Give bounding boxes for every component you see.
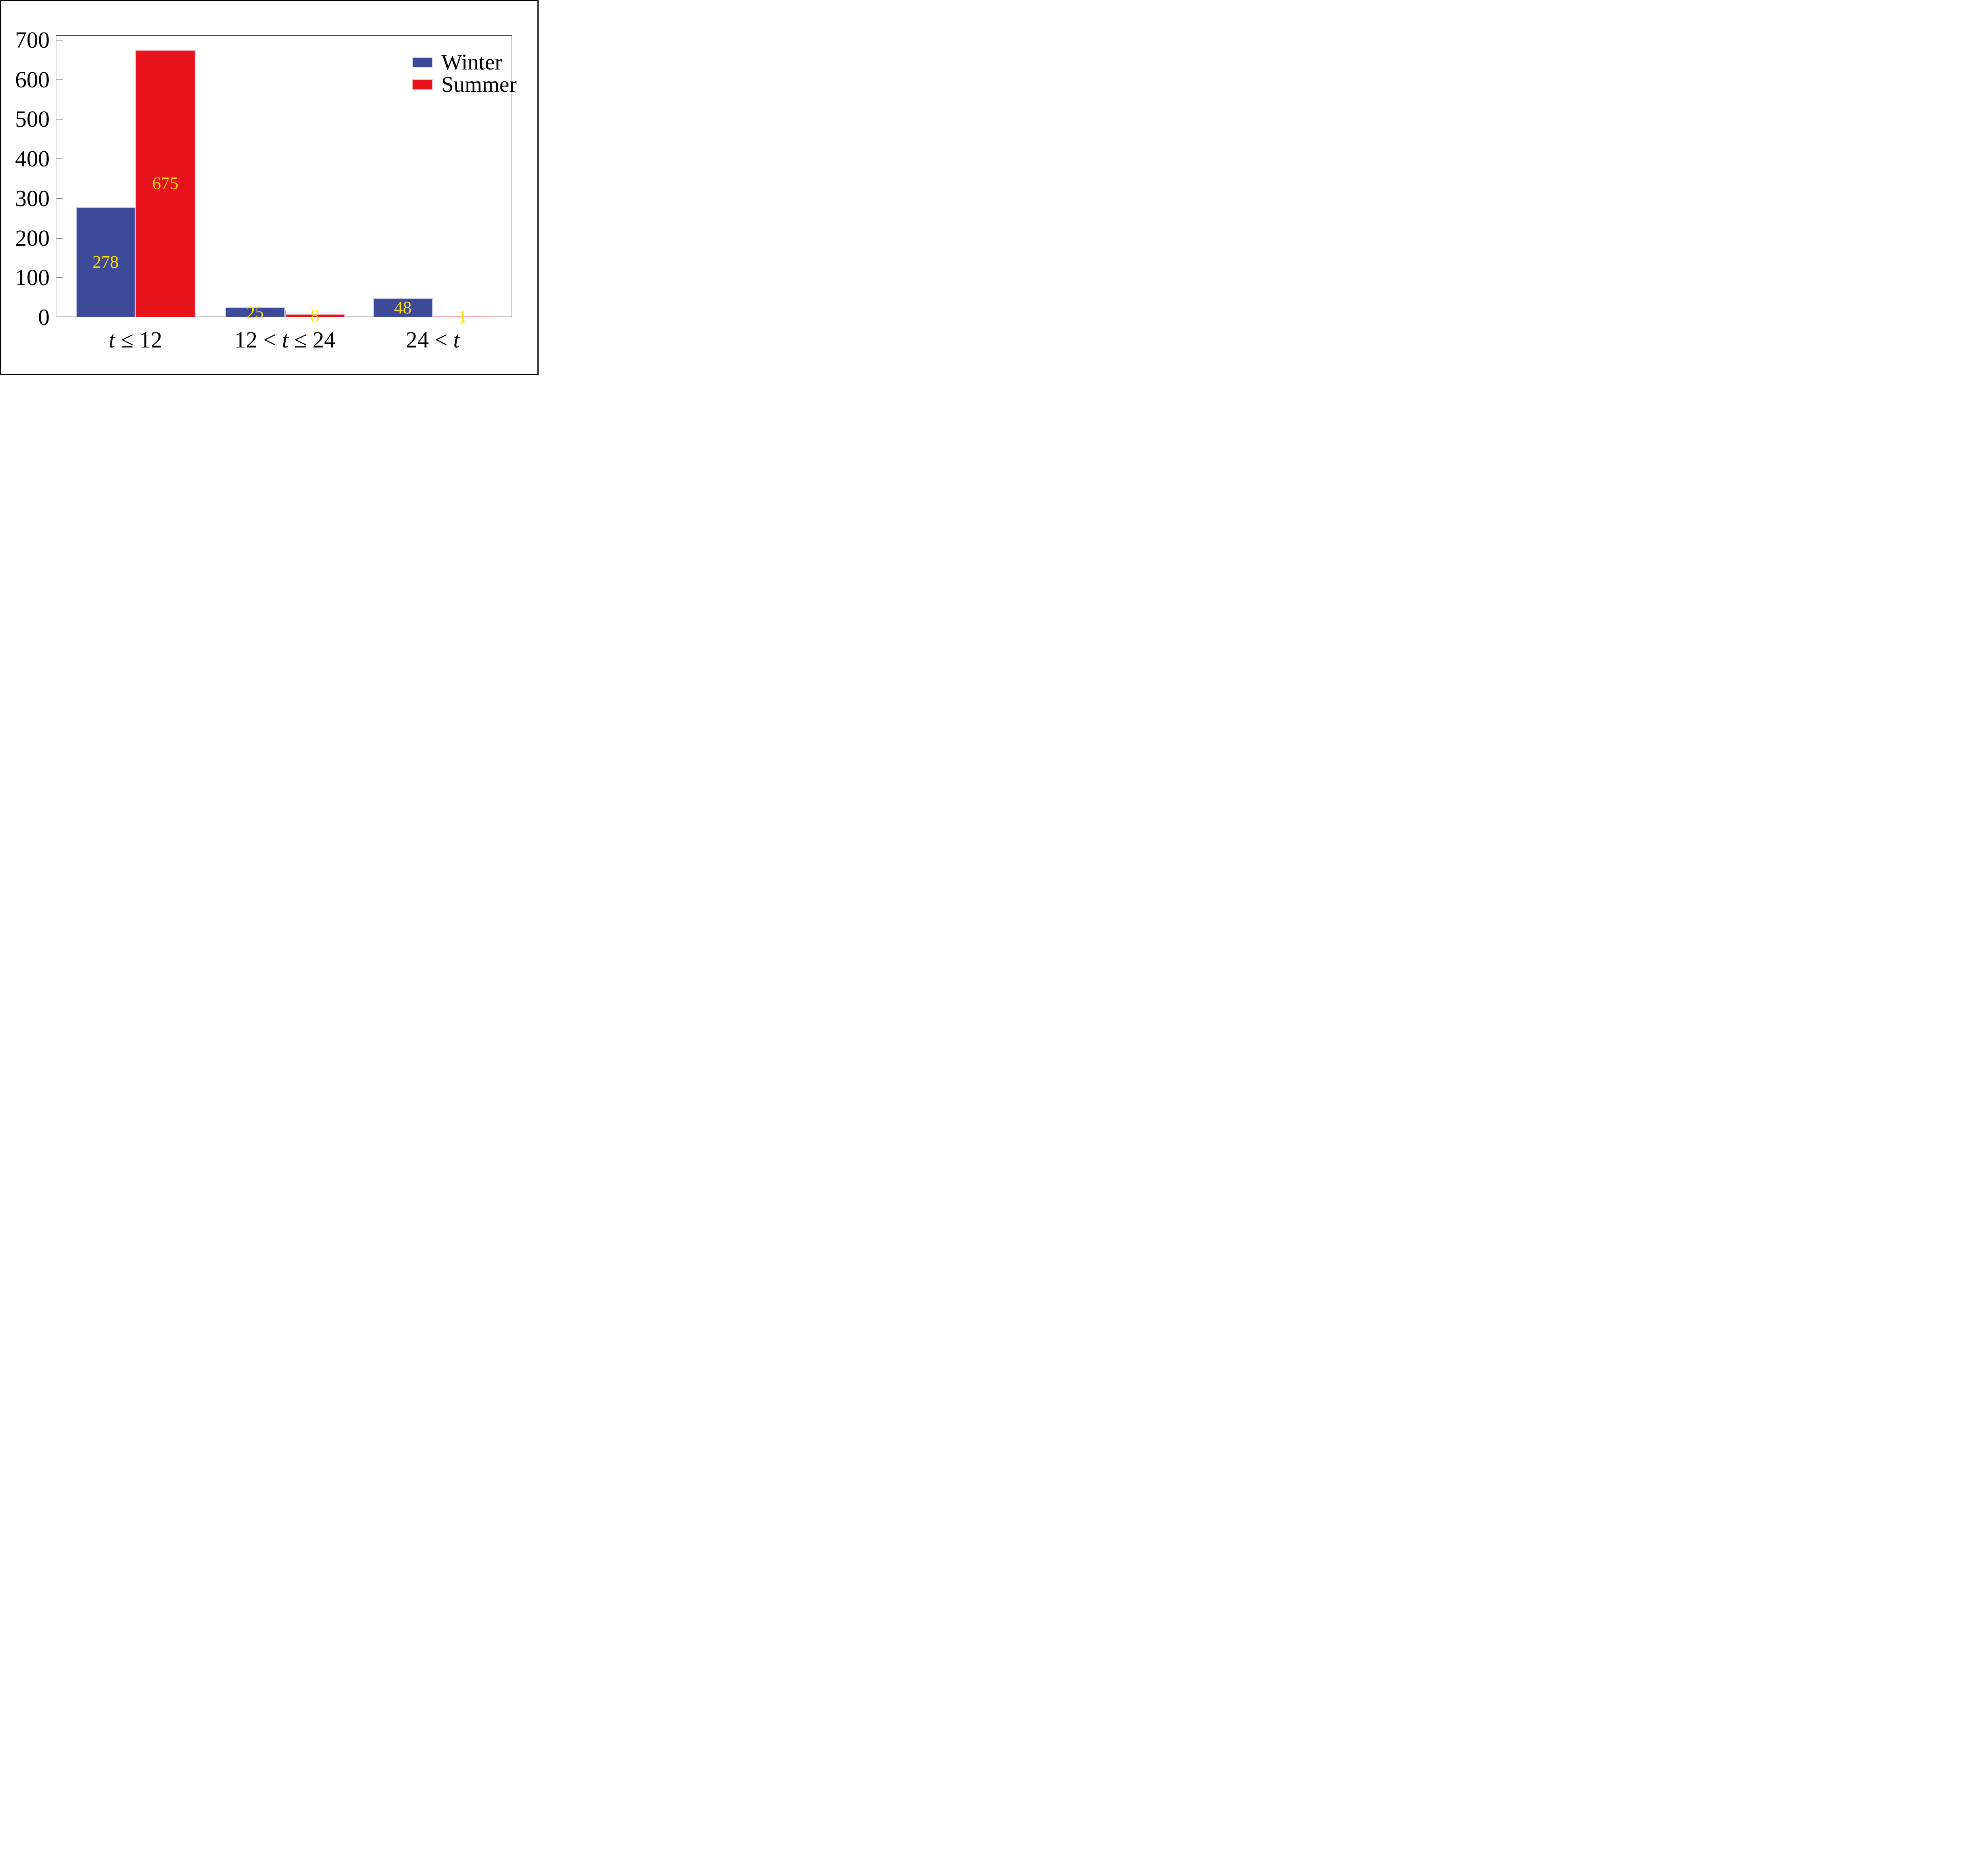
y-tick-mark — [56, 237, 63, 239]
legend-item-label: Summer — [441, 72, 517, 97]
y-tick-mark — [56, 79, 63, 80]
y-tick-label: 100 — [15, 264, 50, 291]
y-tick-mark — [56, 198, 63, 199]
legend-item-summer: Summer — [412, 73, 517, 96]
bar-winter-1 — [225, 307, 285, 317]
chart-frame: 0 100 200 300 400 500 600 700 278 25 48 675 8 1 t ≤ … — [0, 0, 539, 375]
bar-summer-2 — [433, 316, 493, 317]
bar-value-label: 675 — [152, 174, 179, 193]
legend-swatch-summer-icon — [412, 79, 433, 90]
y-tick-mark — [56, 277, 63, 278]
y-tick-label: 0 — [38, 304, 50, 330]
bar-summer-0 — [135, 50, 195, 317]
bar-value-label: 8 — [310, 306, 319, 325]
x-category-label: t ≤ 12 — [108, 327, 162, 353]
y-tick-label: 200 — [15, 225, 50, 251]
bar-value-label: 278 — [92, 252, 119, 272]
bar-winter-2 — [373, 298, 433, 317]
y-tick-mark — [56, 40, 63, 41]
bar-value-label: 48 — [394, 298, 412, 318]
bar-summer-1 — [285, 314, 345, 317]
legend-item-label: Winter — [441, 50, 502, 75]
y-tick-label: 600 — [15, 66, 50, 93]
y-tick-label: 700 — [15, 27, 50, 53]
y-tick-label: 500 — [15, 106, 50, 132]
legend-swatch-winter-icon — [412, 57, 433, 68]
legend: Winter Summer — [412, 51, 517, 96]
x-category-label: 24 < t — [406, 327, 460, 353]
bar-value-label: 25 — [246, 302, 264, 322]
bar-value-label: 1 — [458, 307, 467, 326]
legend-item-winter: Winter — [412, 51, 517, 73]
y-tick-mark — [56, 119, 63, 120]
y-tick-label: 300 — [15, 185, 50, 211]
y-tick-mark — [56, 158, 63, 160]
y-tick-label: 400 — [15, 146, 50, 172]
x-category-label: 12 < t ≤ 24 — [234, 327, 336, 353]
x-tick-mark — [284, 311, 286, 317]
bar-winter-0 — [75, 207, 135, 317]
